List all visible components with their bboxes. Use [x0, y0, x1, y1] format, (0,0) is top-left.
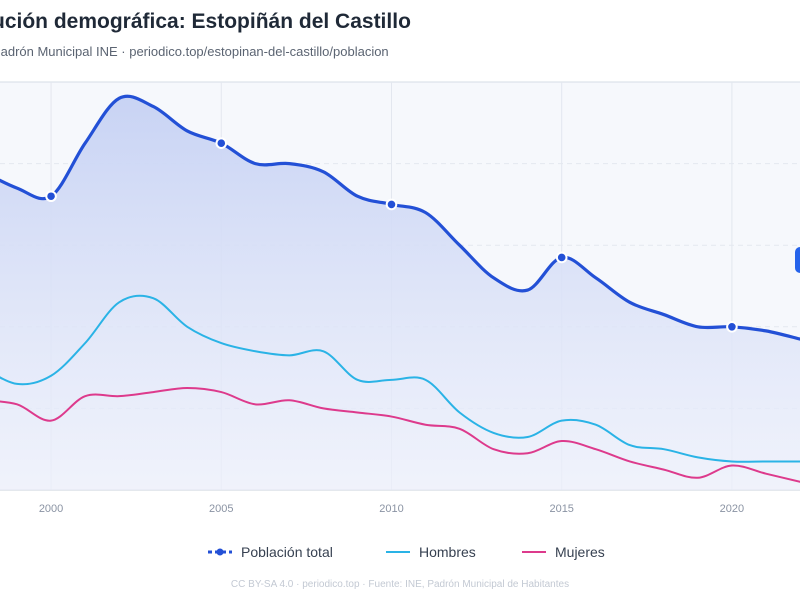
- chart-footer: CC BY-SA 4.0 · periodico.top · Fuente: I…: [230, 579, 570, 590]
- area-poblacion-total: [0, 96, 800, 490]
- series-group: [0, 94, 800, 490]
- x-tick-label: 2015: [549, 503, 573, 515]
- series-line-mujeres: [0, 387, 800, 483]
- series-line-hombres: [0, 294, 800, 463]
- legend-swatch-hombres: [386, 551, 410, 553]
- legend-label-hombres: Hombres: [419, 544, 476, 560]
- data-point-total: [726, 321, 738, 333]
- x-tick-label: 2010: [379, 503, 403, 515]
- chart-legend: Población total Hombres Mujeres: [0, 544, 800, 564]
- chart-title: ución demográfica: Estopiñán del Castill…: [0, 10, 411, 33]
- legend-swatch-mujeres: [522, 551, 546, 553]
- legend-swatch-total: [208, 548, 232, 556]
- x-tick-label: 2005: [209, 503, 233, 515]
- data-point-total: [45, 190, 57, 203]
- data-point-total: [555, 251, 568, 264]
- legend-item-mujeres[interactable]: Mujeres: [521, 544, 605, 560]
- data-point-total: [385, 198, 398, 211]
- data-point-total: [215, 137, 228, 149]
- x-tick-label: 2020: [720, 503, 744, 515]
- legend-label-total: Población total: [241, 544, 333, 560]
- x-tick-label: 2000: [39, 503, 63, 515]
- legend-label-mujeres: Mujeres: [555, 544, 605, 560]
- legend-item-hombres[interactable]: Hombres: [385, 544, 476, 560]
- legend-item-total[interactable]: Población total: [207, 544, 333, 560]
- chart-subtitle: - Padrón Municipal INE · periodico.top/e…: [0, 44, 389, 59]
- series-tooltip-badge[interactable]: [795, 247, 800, 273]
